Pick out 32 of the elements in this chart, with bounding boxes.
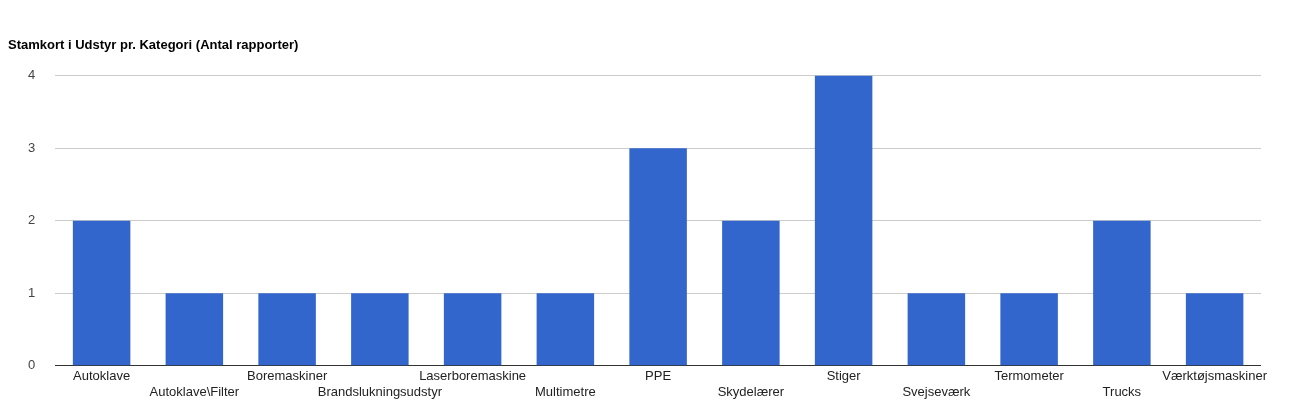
- x-tick-label: Laserboremaskine: [419, 368, 527, 384]
- x-tick-label: Brandslukningsudstyr: [317, 383, 443, 399]
- y-tick-label: 2: [28, 212, 36, 228]
- bar: [258, 293, 316, 366]
- chart-title: Stamkort i Udstyr pr. Kategori (Antal rapporter): [8, 37, 299, 53]
- bar: [1185, 293, 1244, 366]
- y-tick-label: 3: [28, 139, 36, 155]
- bar: [1000, 293, 1058, 366]
- bar: [351, 293, 409, 366]
- bar: [443, 293, 502, 366]
- x-tick-label: Stiger: [826, 368, 862, 384]
- x-tick-label: Skydelærer: [717, 383, 785, 399]
- bar: [536, 293, 595, 366]
- y-tick-label: 0: [28, 357, 36, 373]
- bar: [722, 220, 780, 366]
- x-tick-label: Autoklave: [73, 368, 131, 384]
- x-tick-label: Termometer: [994, 368, 1065, 384]
- x-tick-label: Trucks: [1102, 383, 1142, 399]
- x-tick-label: Multimetre: [535, 383, 596, 399]
- bar: [1093, 220, 1151, 366]
- x-tick-label: Svejseværk: [902, 383, 971, 399]
- x-tick-label: PPE: [645, 368, 672, 384]
- bar: [72, 220, 131, 366]
- y-tick-label: 4: [28, 67, 36, 83]
- x-tick-label: Autoklave\Filter: [149, 383, 240, 399]
- bar: [814, 75, 873, 366]
- y-tick-label: 1: [28, 284, 36, 300]
- x-tick-label: Værktøjsmaskiner: [1162, 368, 1268, 384]
- x-tick-label: Boremaskiner: [247, 368, 328, 384]
- bar: [907, 293, 966, 366]
- bar: [165, 293, 224, 366]
- bar: [629, 148, 687, 366]
